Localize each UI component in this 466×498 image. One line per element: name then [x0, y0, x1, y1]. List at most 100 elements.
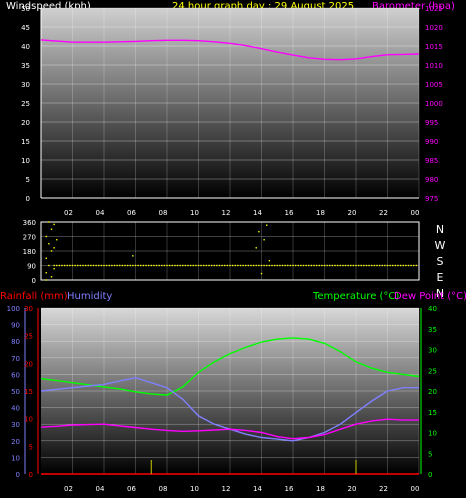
direction-point	[200, 264, 202, 267]
x-tick-label: 02	[64, 209, 73, 217]
direction-point	[203, 264, 205, 267]
direction-point	[92, 264, 95, 267]
direction-point	[140, 264, 142, 267]
direction-point	[376, 264, 378, 267]
x-tick-label: 10	[190, 209, 199, 217]
direction-point	[313, 264, 315, 267]
direction-point	[90, 264, 92, 267]
direction-point	[318, 264, 320, 267]
direction-point	[100, 264, 103, 267]
direction-point	[176, 264, 179, 267]
direction-point	[384, 264, 386, 267]
rain-tick-label: 20	[24, 360, 33, 368]
direction-point	[50, 228, 53, 230]
direction-point	[410, 264, 412, 267]
direction-point	[271, 264, 273, 267]
direction-point	[132, 255, 134, 257]
direction-point	[226, 264, 229, 267]
direction-point	[329, 264, 331, 267]
direction-point	[373, 264, 376, 267]
humidity-tick-label: 100	[7, 305, 20, 313]
direction-point	[61, 264, 63, 267]
direction-point	[394, 264, 397, 267]
direction-point	[287, 264, 289, 267]
direction-point	[195, 264, 197, 267]
direction-point	[129, 264, 131, 267]
direction-point	[234, 264, 236, 267]
direction-point	[105, 264, 108, 267]
humidity-tick-label: 30	[11, 421, 20, 429]
direction-point	[145, 264, 147, 267]
direction-point	[53, 264, 55, 267]
y-left-tick-label: 15	[21, 138, 30, 146]
direction-point	[132, 264, 134, 267]
direction-point	[402, 264, 404, 267]
direction-point	[255, 264, 257, 267]
direction-point	[300, 264, 302, 267]
x-tick-label: 18	[316, 209, 325, 217]
direction-point	[229, 264, 231, 267]
compass-label: N	[436, 223, 444, 236]
direction-point	[315, 264, 318, 267]
direction-point	[87, 264, 89, 267]
direction-point	[368, 264, 370, 267]
direction-point	[258, 230, 260, 233]
direction-point	[153, 264, 155, 267]
humidity-tick-label: 20	[11, 438, 20, 446]
direction-point	[289, 264, 292, 267]
x-tick-label: 00	[411, 209, 420, 217]
y-left-tick-label: 0	[26, 195, 30, 203]
direction-point	[134, 264, 137, 267]
temperature-tick-label: 10	[428, 430, 437, 438]
x-tick-label: 14	[253, 209, 262, 217]
y-left-tick-label: 30	[21, 81, 30, 89]
direction-point	[182, 264, 184, 267]
direction-point	[258, 264, 260, 267]
y-left-tick-label: 5	[26, 176, 30, 184]
windspeed-label: Windspeed (kph)	[6, 1, 91, 12]
rainfall-label: Rainfall (mm)	[0, 291, 68, 302]
direction-point	[284, 264, 286, 267]
direction-point	[308, 264, 310, 267]
humidity-tick-label: 60	[11, 371, 20, 379]
direction-point	[48, 243, 50, 245]
temperature-tick-label: 25	[428, 367, 437, 375]
x-tick-label: 10	[190, 485, 199, 493]
direction-point	[147, 264, 150, 267]
y-right-tick-label: 980	[425, 176, 438, 184]
direction-point	[389, 264, 391, 267]
direction-point	[310, 264, 313, 267]
direction-point	[213, 264, 215, 267]
direction-point	[150, 264, 152, 267]
direction-point	[247, 264, 250, 267]
direction-point	[392, 264, 394, 267]
x-tick-label: 16	[285, 485, 294, 493]
direction-point	[371, 264, 373, 267]
direction-point	[407, 264, 410, 267]
rain-tick-label: 25	[24, 333, 33, 341]
x-tick-label: 08	[159, 485, 168, 493]
compass-label: W	[435, 239, 446, 252]
direction-point	[266, 264, 268, 267]
direction-tick-label: 270	[23, 234, 36, 242]
direction-point	[45, 257, 47, 259]
direction-point	[53, 223, 55, 226]
direction-tick-label: 90	[27, 263, 36, 271]
x-tick-label: 02	[64, 485, 73, 493]
direction-point	[305, 264, 307, 267]
direction-point	[174, 264, 176, 267]
temperature-label: Temperature (°C)	[312, 291, 399, 302]
direction-point	[292, 264, 294, 267]
direction-point	[48, 221, 50, 223]
y-left-tick-label: 50	[21, 5, 30, 13]
direction-point	[48, 264, 50, 267]
direction-point	[268, 259, 271, 262]
direction-point	[415, 264, 418, 267]
direction-point	[166, 264, 168, 267]
direction-point	[74, 264, 76, 267]
direction-point	[116, 264, 118, 267]
direction-point	[63, 264, 66, 267]
direction-point	[255, 247, 257, 249]
direction-point	[192, 264, 194, 267]
direction-point	[260, 272, 263, 275]
